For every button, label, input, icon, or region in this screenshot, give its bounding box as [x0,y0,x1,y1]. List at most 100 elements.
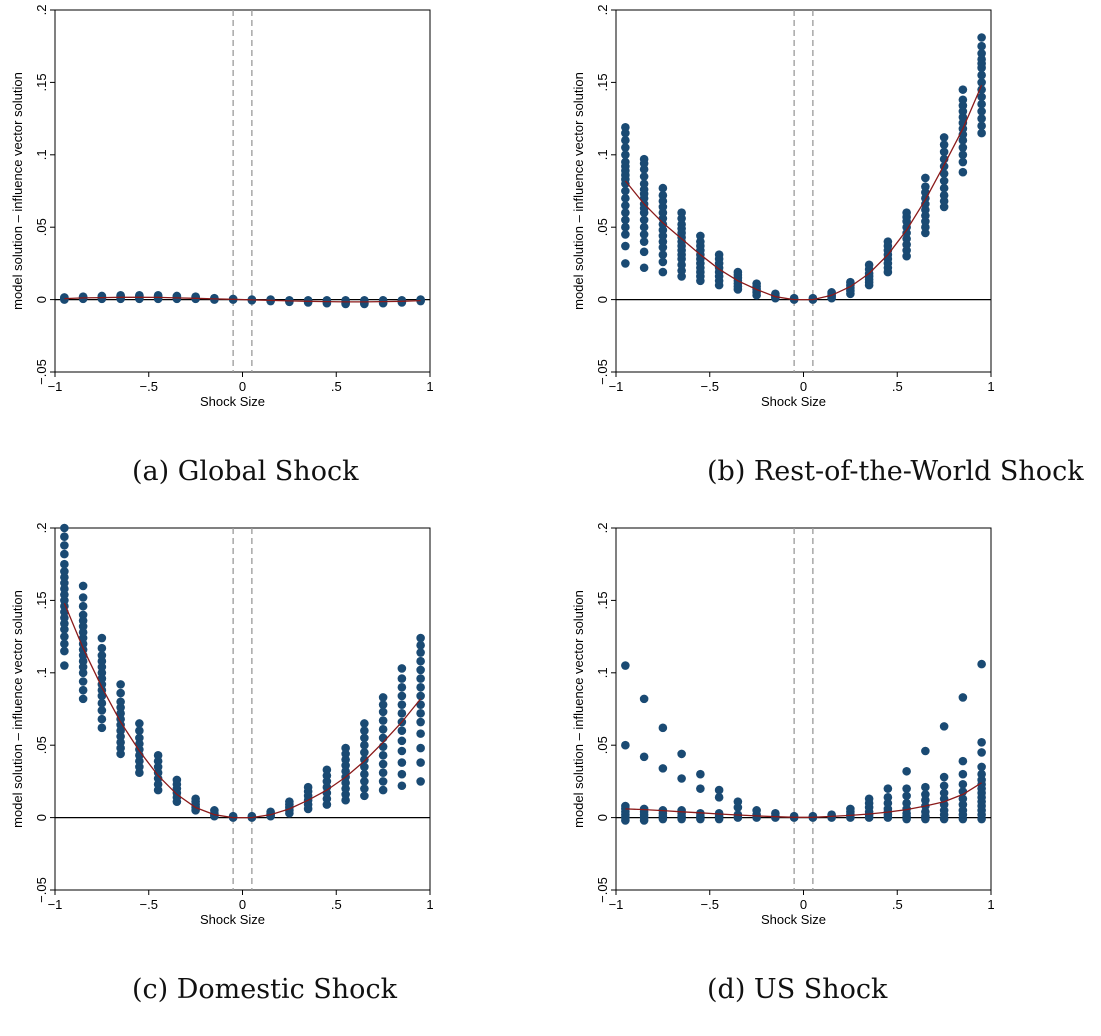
data-point [939,176,949,186]
data-point [677,208,686,218]
data-point [416,648,425,657]
data-point [378,693,388,702]
data-point [97,714,107,724]
data-point [78,694,88,704]
data-point [846,804,855,814]
x-tick-label: 1 [426,897,433,912]
data-point [97,706,107,715]
data-point [397,674,407,683]
data-point [658,191,668,200]
data-point [883,237,893,246]
data-point [939,772,949,782]
data-point [397,726,407,736]
x-axis-label: Shock Size [200,394,265,409]
data-point [658,257,668,267]
data-point [360,791,369,801]
x-tick-label: −1 [609,897,624,912]
data-point [958,167,968,177]
data-point [658,250,668,260]
data-point [360,733,369,743]
data-point [416,729,425,738]
y-tick-label: .05 [595,736,610,754]
y-tick-label: .2 [595,5,610,16]
data-point [378,751,388,760]
data-point [416,691,425,701]
data-point [977,114,986,123]
data-point [621,230,630,239]
data-point [116,680,125,689]
data-point [266,296,275,306]
data-point [378,785,388,795]
data-point [397,298,407,307]
x-tick-label: −1 [48,379,63,394]
data-point [210,806,219,815]
chart-global-shock: −1 −.5 0 .5 1 −.05 0 .05 .1 .15 .2 Shock Size model … [10,5,434,409]
data-point [621,661,630,670]
data-point [360,740,369,750]
x-tick-label: −1 [48,897,63,912]
data-point [116,290,125,300]
data-point [416,656,425,666]
data-point [883,784,893,793]
data-point [135,726,144,736]
chart-domestic-shock: −1 −.5 0 .5 1 −.05 0 .05 .1 .15 .2 Shock Size model … [10,523,434,927]
data-point [621,222,630,232]
data-point [733,267,743,277]
x-tick-label: .5 [331,379,342,394]
y-tick-label: .05 [34,218,49,236]
data-point [135,719,144,728]
data-point [78,593,88,602]
data-point [621,143,630,152]
y-tick-label: .15 [34,591,49,609]
data-point [303,782,313,792]
data-point [378,742,388,751]
data-point [78,677,88,686]
data-point [360,769,369,779]
x-tick-label: −.5 [140,379,158,394]
data-point [360,719,369,728]
data-point [97,698,107,708]
y-tick-label: 0 [34,814,49,821]
y-tick-label: −.05 [595,877,610,903]
y-tick-label: .05 [34,736,49,754]
data-point [191,292,200,302]
panel-rest-of-world-shock: −1 −.5 0 .5 1 −.05 0 .05 .1 .15 .2 Shock Size model … [561,0,1101,518]
data-point [658,723,668,733]
x-axis-label: Shock Size [761,912,826,927]
data-point [341,299,350,309]
data-point [977,99,986,109]
data-point [977,41,986,51]
data-point [397,758,407,767]
data-point [771,808,780,818]
data-point [939,147,949,157]
data-point [639,752,649,762]
data-point [921,782,930,792]
data-point [378,716,388,725]
data-point [78,581,88,591]
data-point [322,298,332,308]
data-point [116,697,125,707]
data-point [958,157,968,167]
y-tick-label: .15 [595,591,610,609]
data-point [60,523,69,533]
data-point [958,95,968,105]
data-point [621,122,630,132]
data-point [977,121,986,131]
data-point [939,191,949,200]
data-point [416,717,425,727]
data-point [977,748,986,757]
data-point [977,738,986,747]
data-point [921,746,930,756]
data-point [416,665,425,675]
data-point [714,793,724,802]
data-point [808,811,818,821]
plot-frame [54,9,431,373]
data-point [714,785,724,795]
data-point [416,633,425,643]
data-point [360,755,369,764]
data-point [360,299,369,309]
data-point [60,661,69,670]
x-tick-label: .5 [892,897,903,912]
data-point [397,664,407,673]
data-point [921,173,930,183]
